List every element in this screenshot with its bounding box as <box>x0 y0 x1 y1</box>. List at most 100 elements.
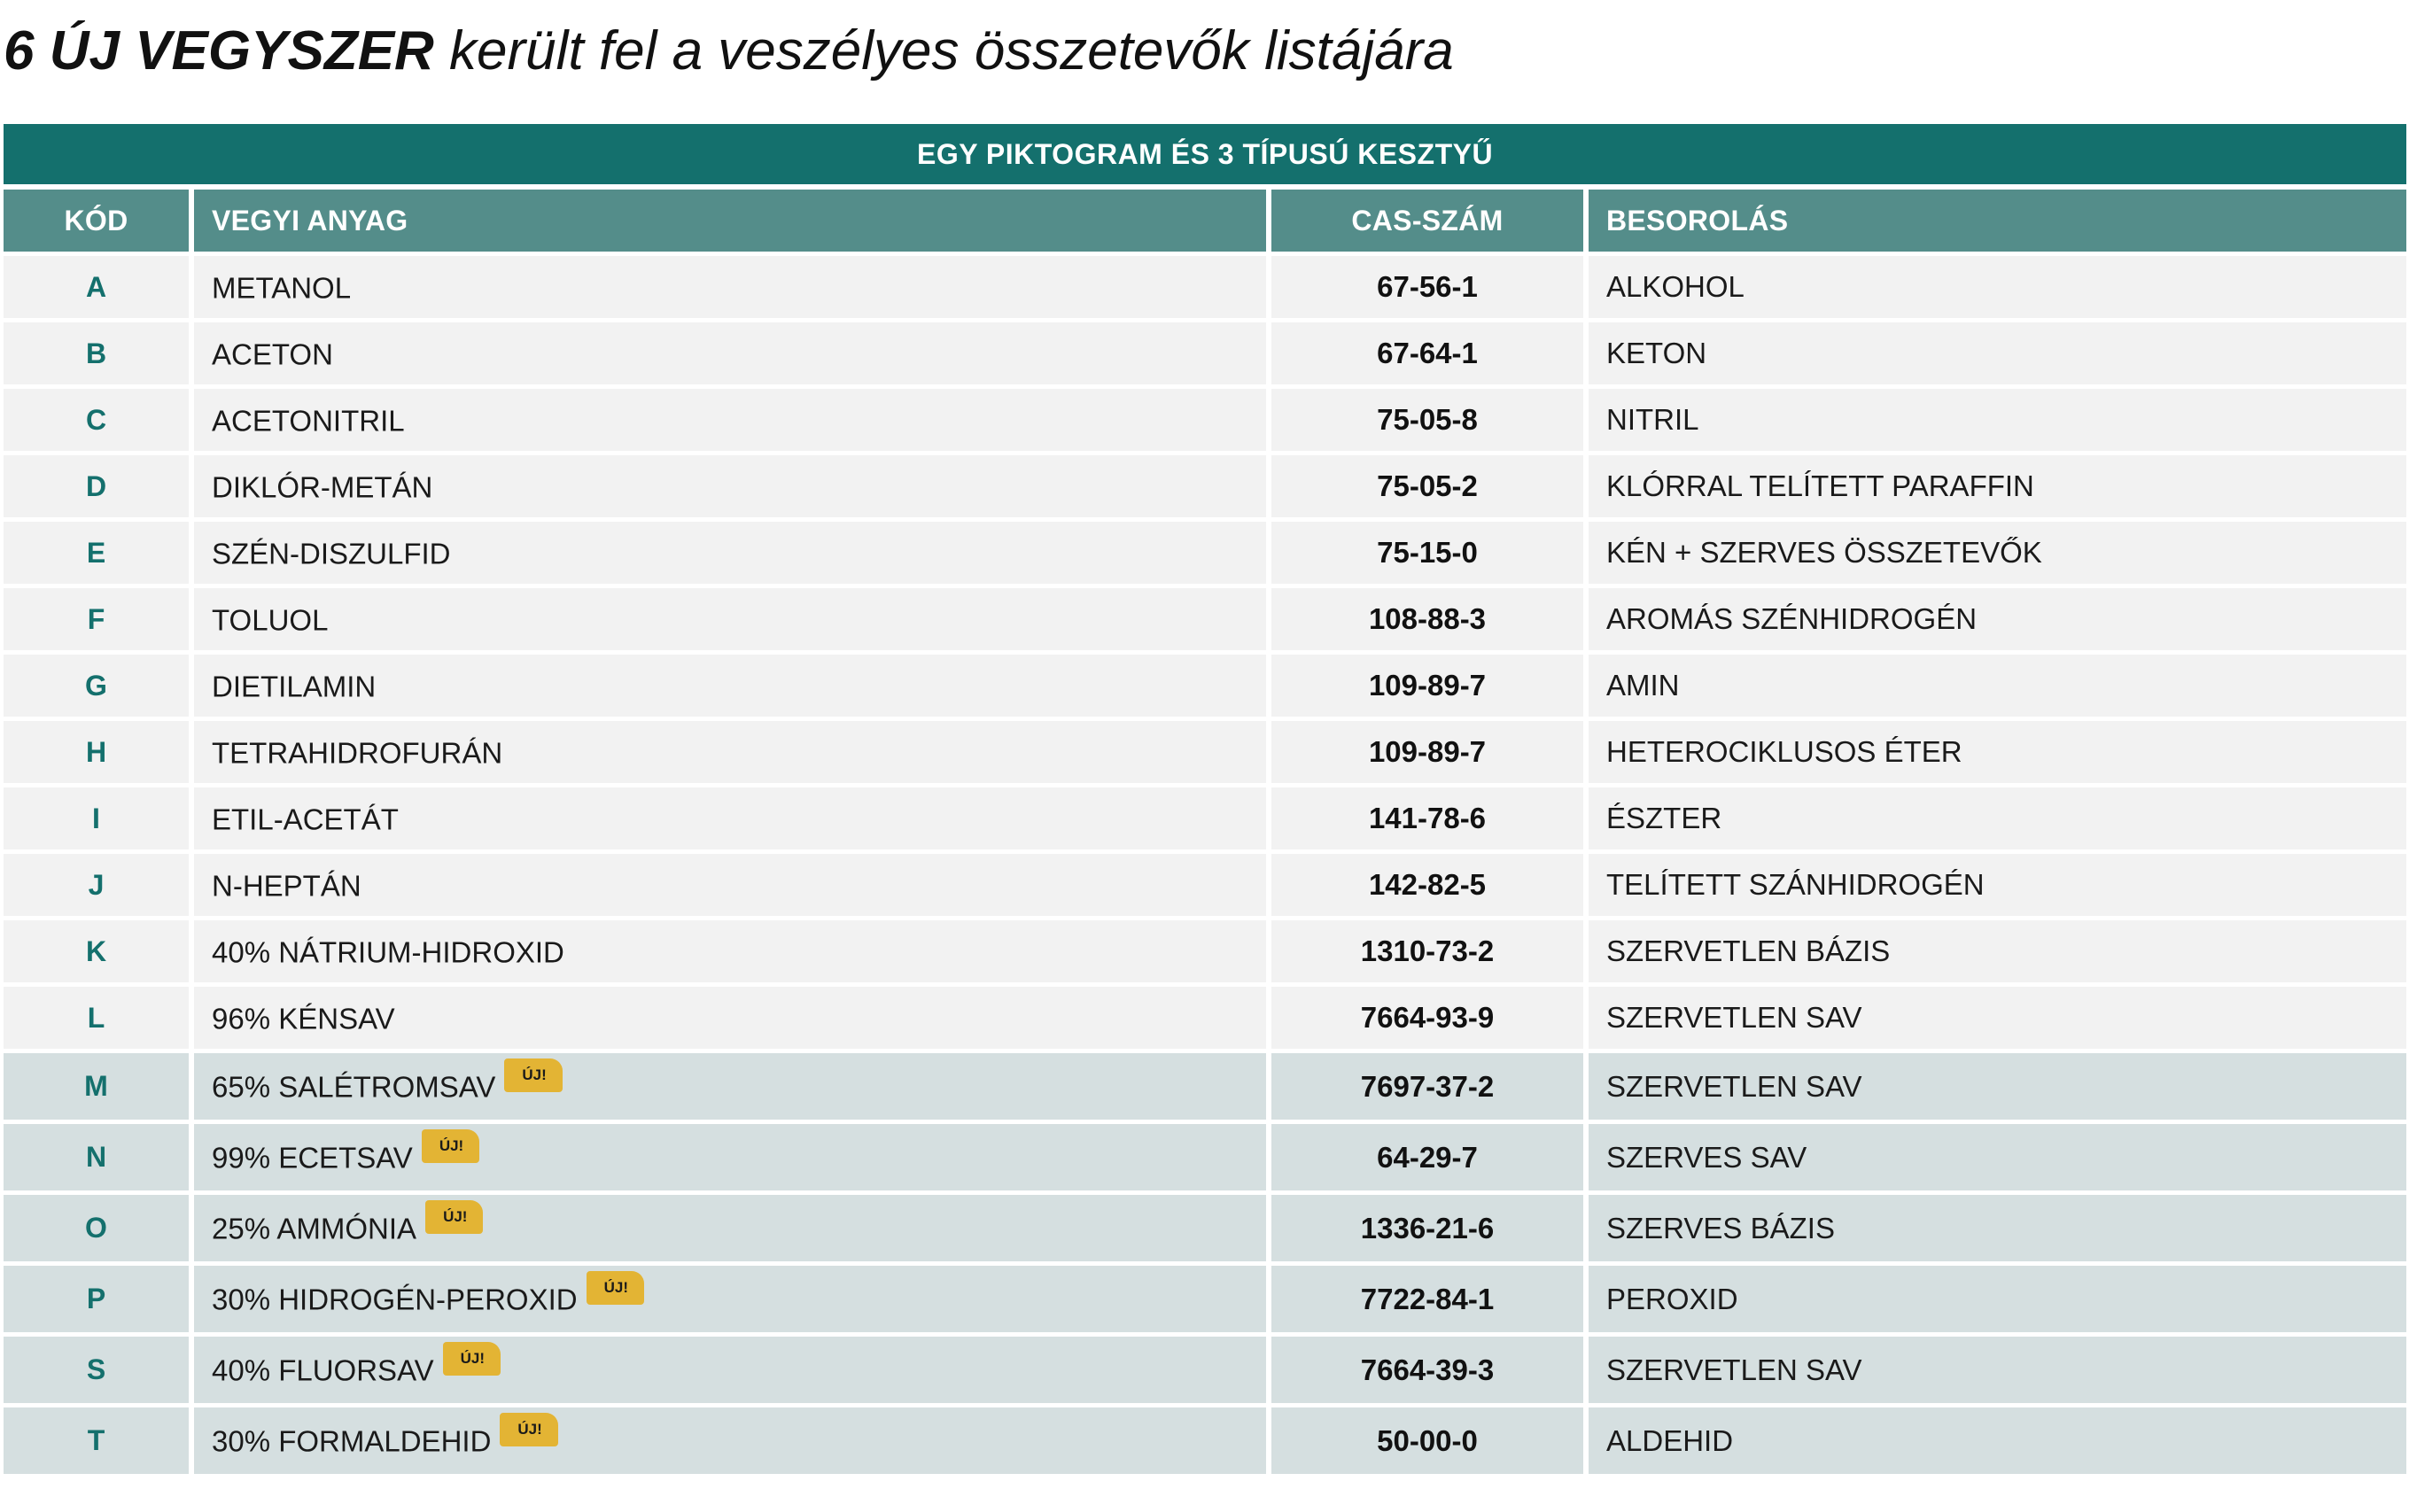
table-row: C ACETONITRIL 75-05-8 NITRIL <box>4 384 2407 454</box>
chemical-name: ACETONITRIL <box>212 404 405 438</box>
cell-code: K <box>4 916 194 985</box>
cell-cas-number: 1310-73-2 <box>1269 916 1589 985</box>
cell-cas-number: 1336-21-6 <box>1269 1190 1589 1264</box>
cell-cas-number: 50-00-0 <box>1269 1403 1589 1474</box>
cell-classification: SZERVETLEN SAV <box>1586 982 2407 1051</box>
chemical-name: 30% FORMALDEHID <box>212 1424 492 1458</box>
cell-classification: SZERVETLEN SAV <box>1586 1332 2407 1406</box>
page-title-rest: került fel a veszélyes összetevők listáj… <box>433 20 1454 81</box>
cell-classification: TELÍTETT SZÁNHIDROGÉN <box>1586 849 2407 919</box>
table-row: A METANOL 67-56-1 ALKOHOL <box>4 252 2407 321</box>
cell-cas-number: 7722-84-1 <box>1269 1261 1589 1335</box>
column-header-row: KÓD VEGYI ANYAG CAS-SZÁM BESOROLÁS <box>4 187 2407 254</box>
new-badge: ÚJ! <box>500 1412 558 1446</box>
cell-classification: ALDEHID <box>1586 1403 2407 1474</box>
cell-chemical: SZÉN-DISZULFID <box>191 517 1271 586</box>
cell-code: S <box>4 1332 194 1406</box>
cell-chemical: 30% HIDROGÉN-PEROXID ÚJ! <box>191 1261 1271 1335</box>
cell-classification: ÉSZTER <box>1586 783 2407 852</box>
cell-classification: SZERVES BÁZIS <box>1586 1190 2407 1264</box>
chemical-name: DIKLÓR-METÁN <box>212 470 433 504</box>
new-badge: ÚJ! <box>421 1128 480 1163</box>
cell-chemical: ACETONITRIL <box>191 384 1271 454</box>
chemical-name: 40% FLUORSAV <box>212 1353 434 1387</box>
cell-chemical: METANOL <box>191 252 1271 321</box>
column-header-cas: CAS-SZÁM <box>1269 187 1589 254</box>
chemical-name: METANOL <box>212 271 352 305</box>
cell-code: I <box>4 783 194 852</box>
cell-chemical: ETIL-ACETÁT <box>191 783 1271 852</box>
table-row: L 96% KÉNSAV 7664-93-9 SZERVETLEN SAV <box>4 982 2407 1051</box>
new-badge: ÚJ! <box>442 1341 501 1376</box>
chemical-name: DIETILAMIN <box>212 670 377 703</box>
chemical-name: ACETON <box>212 337 333 371</box>
column-header-class: BESOROLÁS <box>1586 187 2407 254</box>
page-title: 6 ÚJ VEGYSZER került fel a veszélyes öss… <box>4 9 1454 94</box>
cell-cas-number: 7697-37-2 <box>1269 1049 1589 1122</box>
table-row: M 65% SALÉTROMSAV ÚJ! 7697-37-2 SZERVETLEN S… <box>4 1049 2407 1122</box>
cell-code: B <box>4 318 194 387</box>
cell-cas-number: 7664-39-3 <box>1269 1332 1589 1406</box>
chemical-name: 40% NÁTRIUM-HIDROXID <box>212 935 564 969</box>
table-row: N 99% ECETSAV ÚJ! 64-29-7 SZERVES SAV <box>4 1120 2407 1193</box>
cell-code: J <box>4 849 194 919</box>
cell-chemical: ACETON <box>191 318 1271 387</box>
cell-cas-number: 64-29-7 <box>1269 1120 1589 1193</box>
cell-cas-number: 67-56-1 <box>1269 252 1589 321</box>
cell-chemical: DIKLÓR-METÁN <box>191 451 1271 520</box>
cell-chemical: 40% NÁTRIUM-HIDROXID <box>191 916 1271 985</box>
cell-classification: KETON <box>1586 318 2407 387</box>
cell-chemical: 30% FORMALDEHID ÚJ! <box>191 1403 1271 1474</box>
cell-cas-number: 109-89-7 <box>1269 717 1589 786</box>
table-row: D DIKLÓR-METÁN 75-05-2 KLÓRRAL TELÍTETT PAR… <box>4 451 2407 520</box>
cell-chemical: DIETILAMIN <box>191 650 1271 719</box>
table-row: I ETIL-ACETÁT 141-78-6 ÉSZTER <box>4 783 2407 852</box>
cell-code: M <box>4 1049 194 1122</box>
table-row: J N-HEPTÁN 142-82-5 TELÍTETT SZÁNHIDROGÉN <box>4 849 2407 919</box>
table-banner: EGY PIKTOGRAM ÉS 3 TÍPUSÚ KESZTYŰ <box>4 124 2407 190</box>
cell-classification: KLÓRRAL TELÍTETT PARAFFIN <box>1586 451 2407 520</box>
cell-chemical: 99% ECETSAV ÚJ! <box>191 1120 1271 1193</box>
cell-code: E <box>4 517 194 586</box>
table-body: A METANOL 67-56-1 ALKOHOL B ACETON 67-64-1 KETO… <box>4 252 2407 1474</box>
cell-code: C <box>4 384 194 454</box>
cell-classification: SZERVES SAV <box>1586 1120 2407 1193</box>
cell-classification: ALKOHOL <box>1586 252 2407 321</box>
page-title-strong: 6 ÚJ VEGYSZER <box>4 20 434 81</box>
cell-cas-number: 109-89-7 <box>1269 650 1589 719</box>
table-row: G DIETILAMIN 109-89-7 AMIN <box>4 650 2407 719</box>
banner-row: EGY PIKTOGRAM ÉS 3 TÍPUSÚ KESZTYŰ <box>4 124 2407 190</box>
chemical-name: 30% HIDROGÉN-PEROXID <box>212 1283 578 1316</box>
cell-code: P <box>4 1261 194 1335</box>
cell-code: D <box>4 451 194 520</box>
cell-cas-number: 141-78-6 <box>1269 783 1589 852</box>
cell-chemical: TETRAHIDROFURÁN <box>191 717 1271 786</box>
chemical-name: 25% AMMÓNIA <box>212 1212 417 1245</box>
cell-cas-number: 7664-93-9 <box>1269 982 1589 1051</box>
table-row: B ACETON 67-64-1 KETON <box>4 318 2407 387</box>
cell-classification: AROMÁS SZÉNHIDROGÉN <box>1586 584 2407 653</box>
chemical-name: 96% KÉNSAV <box>212 1002 395 1035</box>
cell-cas-number: 67-64-1 <box>1269 318 1589 387</box>
new-badge: ÚJ! <box>425 1199 484 1234</box>
table-row: H TETRAHIDROFURÁN 109-89-7 HETEROCIKLUSOS É… <box>4 717 2407 786</box>
cell-chemical: 65% SALÉTROMSAV ÚJ! <box>191 1049 1271 1122</box>
table-row: F TOLUOL 108-88-3 AROMÁS SZÉNHIDROGÉN <box>4 584 2407 653</box>
column-header-code: KÓD <box>4 187 194 254</box>
cell-chemical: N-HEPTÁN <box>191 849 1271 919</box>
cell-cas-number: 75-15-0 <box>1269 517 1589 586</box>
chemical-name: TETRAHIDROFURÁN <box>212 736 503 770</box>
cell-chemical: 25% AMMÓNIA ÚJ! <box>191 1190 1271 1264</box>
cell-classification: NITRIL <box>1586 384 2407 454</box>
chemical-name: N-HEPTÁN <box>212 869 361 903</box>
chemicals-table-container: EGY PIKTOGRAM ÉS 3 TÍPUSÚ KESZTYŰ KÓD VE… <box>4 124 2407 1474</box>
table-row: K 40% NÁTRIUM-HIDROXID 1310-73-2 SZERVETLEN… <box>4 916 2407 985</box>
cell-classification: PEROXID <box>1586 1261 2407 1335</box>
chemical-name: TOLUOL <box>212 603 329 637</box>
cell-cas-number: 108-88-3 <box>1269 584 1589 653</box>
cell-code: A <box>4 252 194 321</box>
cell-code: H <box>4 717 194 786</box>
cell-classification: HETEROCIKLUSOS ÉTER <box>1586 717 2407 786</box>
chemical-name: 65% SALÉTROMSAV <box>212 1070 496 1104</box>
cell-chemical: TOLUOL <box>191 584 1271 653</box>
